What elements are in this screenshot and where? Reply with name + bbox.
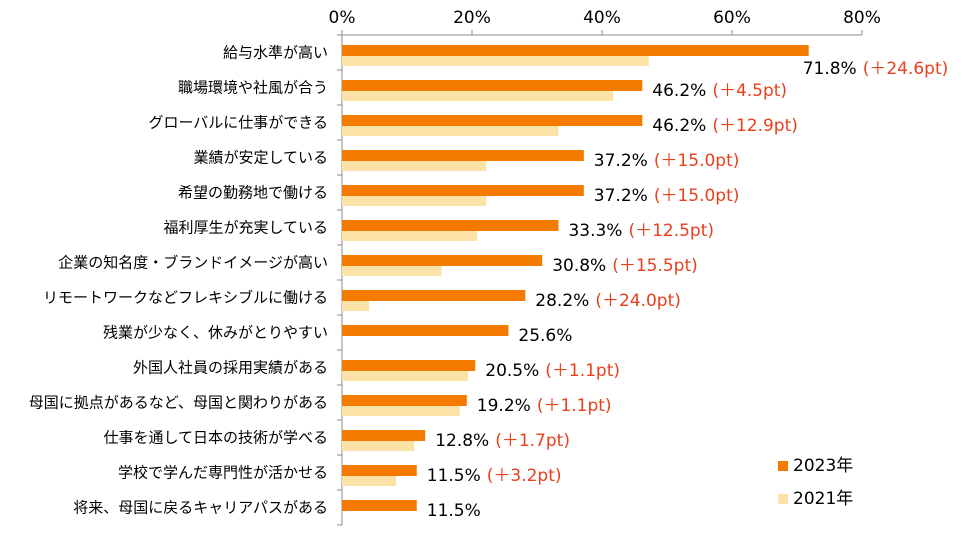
data-label: 12.8% (＋1.7pt): [435, 431, 570, 451]
legend-swatch: [778, 461, 788, 471]
bar-2021: [342, 441, 415, 451]
data-label: 30.8% (＋15.5pt): [552, 256, 698, 276]
data-label: 11.5%: [427, 501, 481, 521]
bar-2023: [342, 185, 584, 196]
category-label: 学校で学んだ専門性が活かせる: [118, 464, 328, 482]
bar-2023: [342, 45, 809, 56]
bar-2023: [342, 255, 543, 266]
bar-2021: [342, 476, 396, 486]
data-label: 71.8% (＋24.6pt): [803, 59, 949, 79]
bar-2021: [342, 301, 370, 311]
value-label: 19.2%: [477, 396, 531, 416]
diff-label: (＋1.1pt): [545, 361, 620, 381]
category-label: 希望の勤務地で働ける: [178, 184, 328, 202]
category-label: 仕事を通して日本の技術が学べる: [103, 429, 328, 447]
value-label: 33.3%: [568, 221, 622, 241]
label-layer: 給与水準が高い職場環境や社風が合うグローバルに仕事ができる業績が安定している希望…: [29, 44, 949, 522]
category-label: 給与水準が高い: [223, 44, 328, 62]
bar-2021: [342, 56, 649, 66]
x-tick-label: 40%: [583, 8, 621, 28]
axis-layer: 0% 20% 40% 60% 80%: [329, 8, 881, 526]
bar-2023: [342, 465, 417, 476]
data-label: 37.2% (＋15.0pt): [594, 151, 740, 171]
data-label: 11.5% (＋3.2pt): [427, 466, 562, 486]
bar-2023: [342, 80, 643, 91]
value-label: 12.8%: [435, 431, 489, 451]
diff-label: (＋12.9pt): [712, 116, 798, 136]
bar-2021: [342, 266, 442, 276]
category-label: グローバルに仕事ができる: [148, 114, 328, 132]
legend-swatch: [778, 494, 788, 504]
diff-label: (＋4.5pt): [712, 81, 787, 101]
bar-2023: [342, 325, 509, 336]
x-tick-label: 20%: [453, 8, 491, 28]
bar-2023: [342, 500, 417, 511]
x-tick-label: 0%: [329, 8, 356, 28]
category-label: 企業の知名度・ブランドイメージが高い: [58, 254, 328, 272]
x-tick-label: 60%: [713, 8, 751, 28]
bar-layer: [342, 45, 809, 511]
bar-2021: [342, 231, 478, 241]
diff-label: (＋12.5pt): [628, 221, 714, 241]
value-label: 11.5%: [427, 466, 481, 486]
diff-label: (＋3.2pt): [487, 466, 562, 486]
bar-2021: [342, 126, 559, 136]
bar-2021: [342, 406, 460, 416]
bar-2021: [342, 161, 487, 171]
diff-label: (＋1.7pt): [495, 431, 570, 451]
legend-label: 2023年: [793, 456, 853, 476]
legend-label: 2021年: [793, 489, 853, 509]
bar-2023: [342, 360, 476, 371]
category-label: 外国人社員の採用実績がある: [133, 359, 328, 377]
category-label: 残業が少なく、休みがとりやすい: [103, 324, 328, 342]
value-label: 30.8%: [552, 256, 606, 276]
category-label: リモートワークなどフレキシブルに働ける: [43, 289, 328, 307]
bar-2023: [342, 395, 467, 406]
value-label: 25.6%: [518, 326, 572, 346]
bar-2023: [342, 430, 426, 441]
diff-label: (＋15.0pt): [654, 151, 740, 171]
data-label: 46.2% (＋4.5pt): [652, 81, 787, 101]
data-label: 25.6%: [518, 326, 572, 346]
value-label: 11.5%: [427, 501, 481, 521]
value-label: 37.2%: [594, 151, 648, 171]
diff-label: (＋24.0pt): [595, 291, 681, 311]
data-label: 37.2% (＋15.0pt): [594, 186, 740, 206]
bar-2021: [342, 371, 469, 381]
value-label: 46.2%: [652, 81, 706, 101]
bar-2021: [342, 196, 487, 206]
bar-2023: [342, 150, 584, 161]
category-label: 職場環境や社風が合う: [178, 79, 328, 97]
value-label: 20.5%: [485, 361, 539, 381]
category-label: 業績が安定している: [193, 149, 328, 167]
value-label: 37.2%: [594, 186, 648, 206]
category-label: 福利厚生が充実している: [163, 219, 328, 237]
value-label: 71.8%: [803, 59, 857, 79]
data-label: 28.2% (＋24.0pt): [535, 291, 681, 311]
data-label: 33.3% (＋12.5pt): [568, 221, 714, 241]
legend: 2023年 2021年: [778, 456, 853, 509]
bar-2023: [342, 115, 643, 126]
x-tick-label: 80%: [843, 8, 881, 28]
data-label: 46.2% (＋12.9pt): [652, 116, 798, 136]
category-label: 母国に拠点があるなど、母国と関わりがある: [29, 394, 328, 412]
value-label: 46.2%: [652, 116, 706, 136]
data-label: 20.5% (＋1.1pt): [485, 361, 620, 381]
bar-2021: [342, 91, 614, 101]
diff-label: (＋15.0pt): [654, 186, 740, 206]
value-label: 28.2%: [535, 291, 589, 311]
bar-2023: [342, 290, 526, 301]
data-label: 19.2% (＋1.1pt): [477, 396, 612, 416]
diff-label: (＋1.1pt): [537, 396, 612, 416]
diff-label: (＋15.5pt): [612, 256, 698, 276]
diff-label: (＋24.6pt): [863, 59, 949, 79]
category-label: 将来、母国に戻るキャリアパスがある: [73, 499, 328, 517]
bar-2023: [342, 220, 559, 231]
